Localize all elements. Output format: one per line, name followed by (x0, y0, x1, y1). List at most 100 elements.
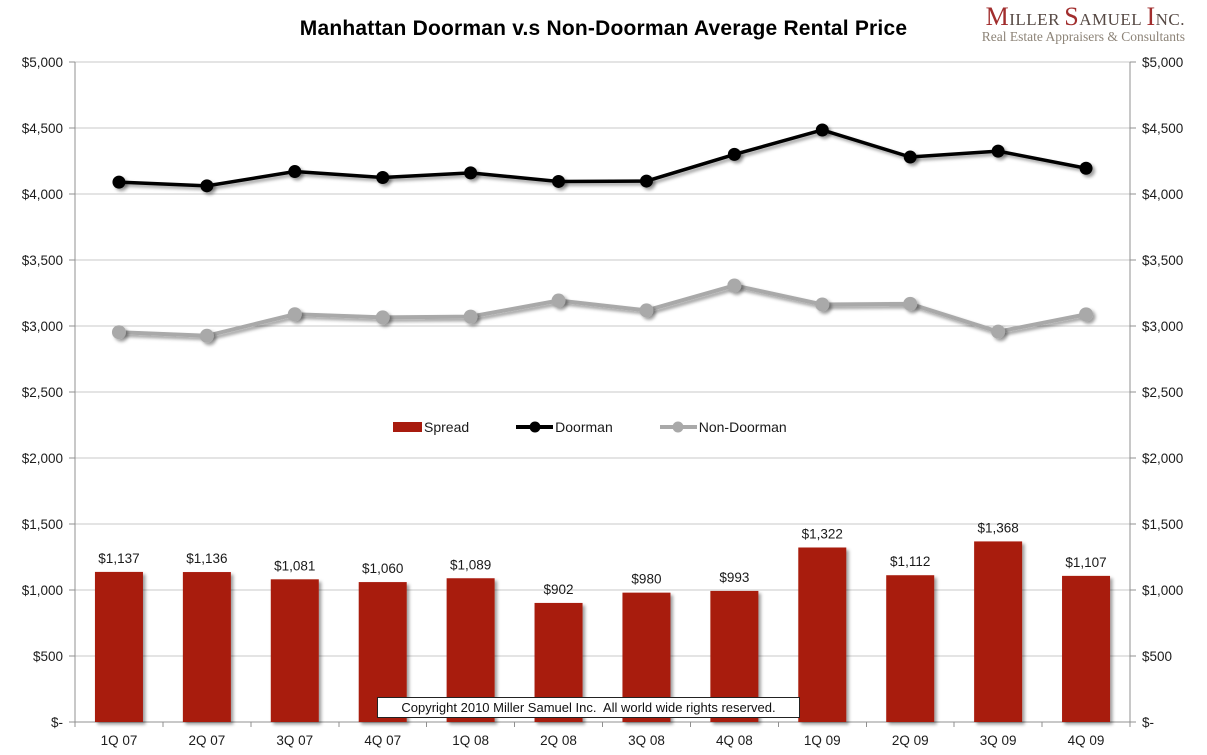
svg-text:$3,000: $3,000 (1142, 319, 1183, 334)
legend-label-spread: Spread (424, 419, 470, 435)
legend-item-doorman: Doorman (516, 419, 613, 435)
non-doorman-line-marker (727, 278, 742, 293)
legend-label-doorman: Doorman (555, 419, 613, 435)
chart-legend: Spread Doorman Non-Doorman (393, 419, 787, 435)
doorman-line-marker (552, 174, 566, 188)
svg-text:$1,500: $1,500 (1142, 517, 1183, 532)
svg-text:$500: $500 (33, 649, 63, 664)
svg-text:$3,000: $3,000 (22, 319, 63, 334)
non-doorman-marker-icon (672, 421, 684, 433)
x-axis-labels: 1Q 07 2Q 07 3Q 07 4Q 07 1Q 08 2Q 08 3Q 08 4Q 08… (101, 733, 1105, 748)
legend-item-non-doorman: Non-Doorman (659, 419, 787, 435)
chart-title: Manhattan Doorman v.s Non-Doorman Averag… (299, 17, 908, 40)
svg-text:$2,500: $2,500 (22, 385, 63, 400)
spread-bar (94, 571, 143, 722)
svg-text:$-: $- (1142, 715, 1154, 730)
svg-text:$1,322: $1,322 (802, 526, 843, 541)
svg-text:$2,500: $2,500 (1142, 385, 1183, 400)
svg-text:1Q 07: 1Q 07 (101, 733, 138, 748)
svg-text:$1,081: $1,081 (274, 558, 315, 573)
doorman-line-marker (376, 171, 390, 184)
legend-item-spread: Spread (393, 419, 469, 435)
svg-text:$5,000: $5,000 (22, 55, 63, 70)
doorman-line-marker (200, 179, 214, 193)
y-axis-labels-right: $- $500 $1,000 $1,500 $2,000 $2,500 $3,000 $3,5… (1142, 55, 1183, 730)
doorman-line (112, 123, 1093, 193)
doorman-line-marker (727, 147, 741, 161)
svg-text:$902: $902 (544, 582, 574, 597)
svg-text:2Q 08: 2Q 08 (540, 733, 577, 748)
non-doorman-line-marker (1079, 307, 1094, 322)
svg-text:$4,000: $4,000 (22, 187, 63, 202)
axes (69, 61, 1136, 727)
doorman-line-marker (288, 165, 302, 179)
doorman-line-marker (815, 123, 829, 137)
svg-text:$5,000: $5,000 (1142, 55, 1183, 70)
svg-text:$3,500: $3,500 (22, 253, 63, 268)
doorman-line-marker (464, 166, 478, 180)
svg-text:$4,000: $4,000 (1142, 187, 1183, 202)
svg-text:$1,089: $1,089 (450, 557, 491, 572)
legend-label-non-doorman: Non-Doorman (698, 419, 787, 435)
doorman-line-marker (639, 174, 653, 188)
svg-text:$1,368: $1,368 (977, 520, 1018, 535)
non-doorman-line-marker (639, 303, 654, 318)
spread-bar (1062, 575, 1111, 722)
spread-bar (270, 579, 319, 722)
doorman-line-marker (1079, 161, 1093, 175)
doorman-line-marker (112, 175, 126, 189)
non-doorman-line-marker (111, 325, 126, 340)
svg-text:$4,500: $4,500 (22, 121, 63, 136)
svg-text:4Q 08: 4Q 08 (716, 733, 753, 748)
doorman-line-marker (903, 150, 917, 164)
non-doorman-line-marker (903, 296, 918, 311)
svg-text:$2,000: $2,000 (22, 451, 63, 466)
svg-text:2Q 07: 2Q 07 (188, 733, 225, 748)
svg-text:$993: $993 (719, 570, 749, 585)
svg-text:4Q 09: 4Q 09 (1068, 733, 1105, 748)
non-doorman-line-marker (287, 307, 302, 322)
spread-bar (974, 541, 1023, 722)
gridlines (75, 61, 1130, 657)
svg-text:3Q 08: 3Q 08 (628, 733, 665, 748)
svg-text:$500: $500 (1142, 649, 1172, 664)
non-doorman-line-marker (815, 297, 830, 312)
svg-text:1Q 09: 1Q 09 (804, 733, 841, 748)
svg-text:2Q 09: 2Q 09 (892, 733, 929, 748)
non-doorman-line-marker (463, 309, 478, 324)
svg-text:$1,500: $1,500 (22, 517, 63, 532)
logo-wordmark: Miller Samuel Inc. (985, 2, 1185, 31)
svg-text:4Q 07: 4Q 07 (364, 733, 401, 748)
doorman-line-icon (516, 421, 554, 433)
svg-text:$1,136: $1,136 (186, 551, 227, 566)
non-doorman-line-marker (991, 324, 1006, 339)
spread-swatch-icon (393, 422, 422, 432)
non-doorman-line-marker (551, 293, 566, 308)
non-doorman-line-icon (659, 421, 697, 433)
spread-bar-labels: $1,137 $1,136 $1,081 $1,060 $1,089 $902 $980 $9… (98, 520, 1106, 597)
svg-text:3Q 07: 3Q 07 (276, 733, 313, 748)
spread-bar (182, 572, 231, 722)
svg-text:$980: $980 (631, 572, 661, 587)
copyright-note: Copyright 2010 Miller Samuel Inc. All wo… (377, 697, 800, 718)
spread-bar (798, 547, 847, 722)
svg-text:$1,000: $1,000 (22, 583, 63, 598)
svg-text:1Q 08: 1Q 08 (452, 733, 489, 748)
spread-bars (94, 541, 1111, 722)
non-doorman-line (111, 278, 1094, 343)
y-axis-labels-left: $- $500 $1,000 $1,500 $2,000 $2,500 $3,000 $3,5… (22, 55, 63, 730)
doorman-marker-icon (529, 421, 541, 433)
svg-text:3Q 09: 3Q 09 (980, 733, 1017, 748)
svg-text:$3,500: $3,500 (1142, 253, 1183, 268)
spread-bar (886, 575, 935, 722)
non-doorman-line-marker (199, 328, 214, 343)
logo: Miller Samuel Inc. Real Estate Appraiser… (982, 3, 1185, 44)
non-doorman-line-marker (375, 310, 390, 325)
doorman-line-marker (991, 144, 1005, 158)
svg-text:$-: $- (51, 715, 63, 730)
svg-text:$1,107: $1,107 (1065, 555, 1106, 570)
logo-subtitle: Real Estate Appraisers & Consultants (981, 29, 1185, 45)
svg-text:$1,060: $1,060 (362, 561, 403, 576)
